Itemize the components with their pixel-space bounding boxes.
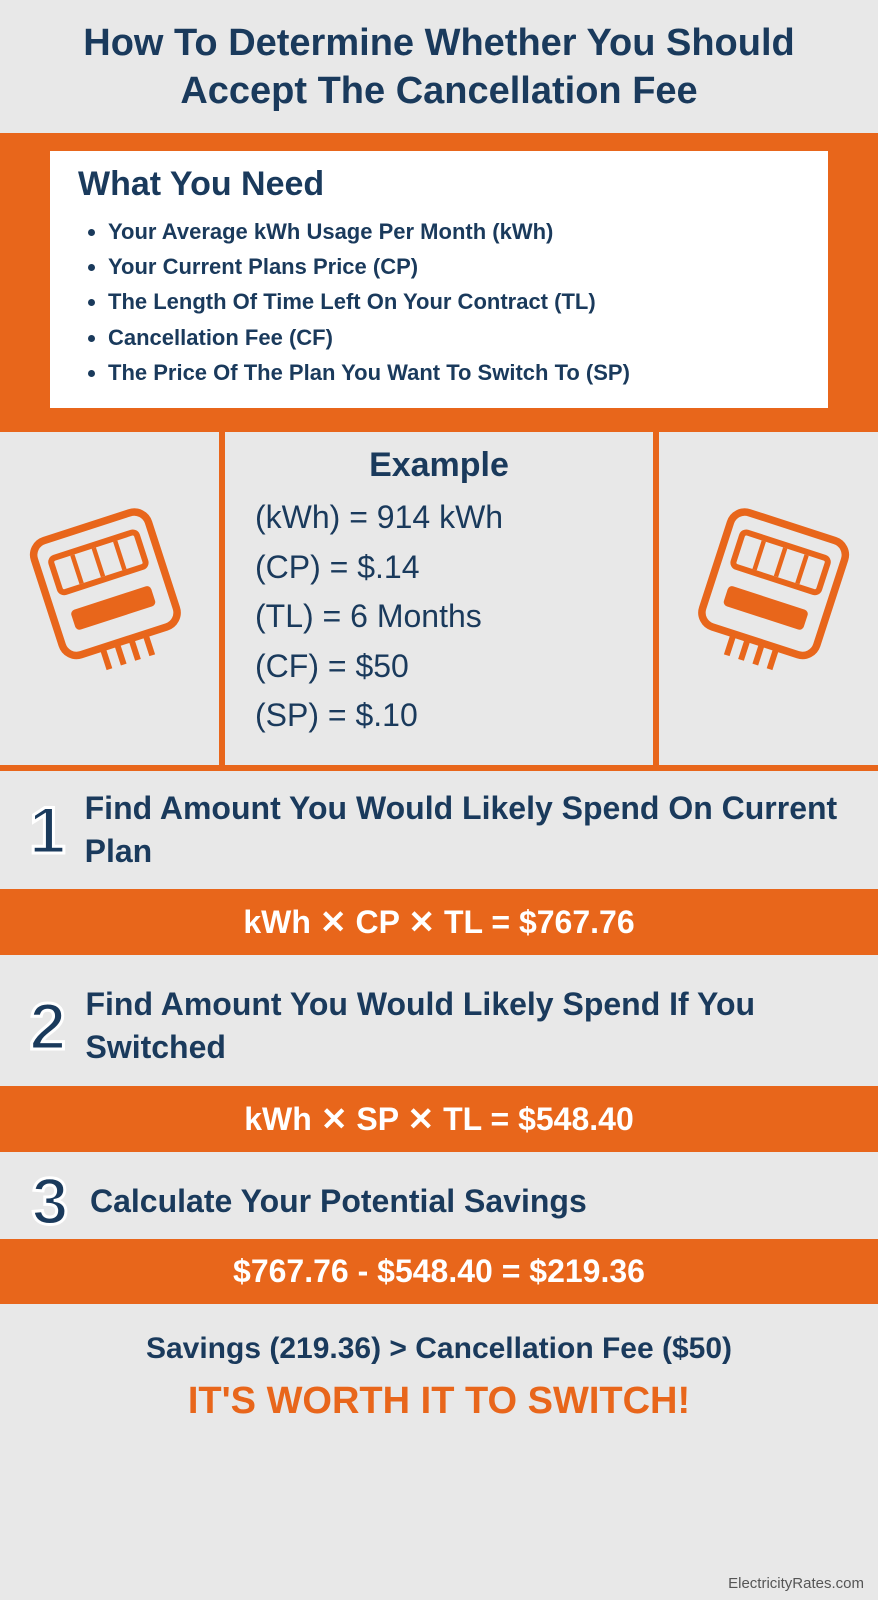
- wyn-item: Your Average kWh Usage Per Month (kWh): [108, 214, 800, 249]
- step-number: 1: [10, 797, 85, 863]
- example-line: (TL) = 6 Months: [255, 592, 623, 642]
- meter-icon-right: [659, 432, 878, 765]
- example-heading: Example: [255, 446, 623, 485]
- worth-text: IT'S WORTH IT TO SWITCH!: [0, 1374, 878, 1429]
- what-you-need-heading: What You Need: [78, 165, 800, 204]
- meter-icon-left: [0, 432, 219, 765]
- example-card: Example (kWh) = 914 kWh (CP) = $.14 (TL)…: [219, 432, 659, 765]
- step-text: Calculate Your Potential Savings: [90, 1168, 587, 1235]
- example-row: Example (kWh) = 914 kWh (CP) = $.14 (TL)…: [0, 426, 878, 771]
- wyn-item: The Length Of Time Left On Your Contract…: [108, 284, 800, 319]
- step-text: Find Amount You Would Likely Spend If Yo…: [85, 971, 858, 1081]
- step-text: Find Amount You Would Likely Spend On Cu…: [85, 775, 858, 885]
- page-title: How To Determine Whether You Should Acce…: [0, 0, 878, 133]
- wyn-item: Cancellation Fee (CF): [108, 320, 800, 355]
- wyn-item: The Price Of The Plan You Want To Switch…: [108, 355, 800, 390]
- what-you-need-block: What You Need Your Average kWh Usage Per…: [0, 133, 878, 426]
- example-line: (CF) = $50: [255, 642, 623, 692]
- step-number: 2: [10, 993, 85, 1059]
- step-3-formula: $767.76 - $548.40 = $219.36: [0, 1239, 878, 1304]
- step-2-formula: kWh ✕ SP ✕ TL = $548.40: [0, 1086, 878, 1152]
- conclusion-text: Savings (219.36) > Cancellation Fee ($50…: [0, 1304, 878, 1374]
- footer-source: ElectricityRates.com: [728, 1575, 864, 1592]
- step-1-formula: kWh ✕ CP ✕ TL = $767.76: [0, 889, 878, 955]
- step-3: 3 Calculate Your Potential Savings: [0, 1164, 878, 1239]
- step-number: 3: [10, 1168, 90, 1234]
- step-1: 1 Find Amount You Would Likely Spend On …: [0, 771, 878, 889]
- example-line: (kWh) = 914 kWh: [255, 493, 623, 543]
- what-you-need-card: What You Need Your Average kWh Usage Per…: [50, 151, 828, 408]
- step-2: 2 Find Amount You Would Likely Spend If …: [0, 967, 878, 1085]
- example-line: (SP) = $.10: [255, 691, 623, 741]
- example-line: (CP) = $.14: [255, 543, 623, 593]
- wyn-item: Your Current Plans Price (CP): [108, 249, 800, 284]
- what-you-need-list: Your Average kWh Usage Per Month (kWh) Y…: [78, 214, 800, 390]
